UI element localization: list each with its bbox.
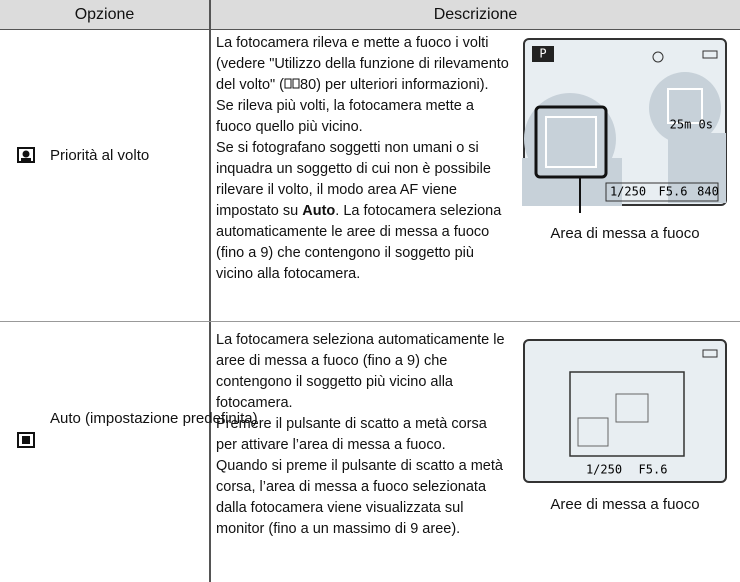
text: . La fotocamera seleziona automaticament… xyxy=(216,203,502,282)
aperture: F5.6 xyxy=(659,185,688,199)
figure: 1/250 F5.6 Aree di messa a fuoco xyxy=(516,338,734,515)
description: 1/250 F5.6 Aree di messa a fuoco La foto… xyxy=(216,330,734,540)
time-remaining: 25m 0s xyxy=(670,118,713,132)
figure: P 25m 0s 1/250 F5.6 840 Area di messa a … xyxy=(516,33,734,244)
aperture: F5.6 xyxy=(639,463,668,477)
text: Se si fotografano soggetti non umani o s… xyxy=(216,140,491,219)
option-label: Priorità al volto xyxy=(50,147,150,164)
camera-screen: 1/250 F5.6 xyxy=(523,339,727,483)
paragraph: Se si fotografano soggetti non umani o s… xyxy=(216,138,734,285)
text: 80) per ulteriori informazioni). xyxy=(300,77,489,93)
text: La fotocamera rileva e mette a fuoco i v… xyxy=(216,35,509,93)
caption: Aree di messa a fuoco xyxy=(550,496,700,513)
row-divider xyxy=(0,321,740,322)
column-divider xyxy=(209,0,211,582)
paragraph: Se rileva più volti, la fotocamera mette… xyxy=(216,98,474,135)
header-option: Opzione xyxy=(0,0,209,30)
shots: 840 xyxy=(697,185,719,199)
mode: P xyxy=(539,47,546,61)
shutter: 1/250 xyxy=(586,463,622,477)
paragraph: La fotocamera rileva e mette a fuoco i v… xyxy=(216,33,734,96)
face-priority-icon xyxy=(17,147,35,163)
caption: Area di messa a fuoco xyxy=(550,225,700,242)
paragraph: Quando si preme il pulsante di scatto a … xyxy=(216,458,503,537)
paragraph: Premere il pulsante di scatto a metà cor… xyxy=(216,416,487,453)
shutter: 1/250 xyxy=(610,185,646,199)
camera-screen: P 25m 0s 1/250 F5.6 840 xyxy=(522,38,727,215)
option-label: Auto (impostazione predefinita) xyxy=(50,410,258,427)
description: P 25m 0s 1/250 F5.6 840 Area di messa a … xyxy=(216,33,734,285)
book-icon xyxy=(284,78,300,89)
bold-text: Auto xyxy=(302,203,336,219)
auto-icon xyxy=(17,432,35,448)
paragraph: La fotocamera seleziona automaticamente … xyxy=(216,332,505,411)
header-description: Descrizione xyxy=(211,0,740,30)
